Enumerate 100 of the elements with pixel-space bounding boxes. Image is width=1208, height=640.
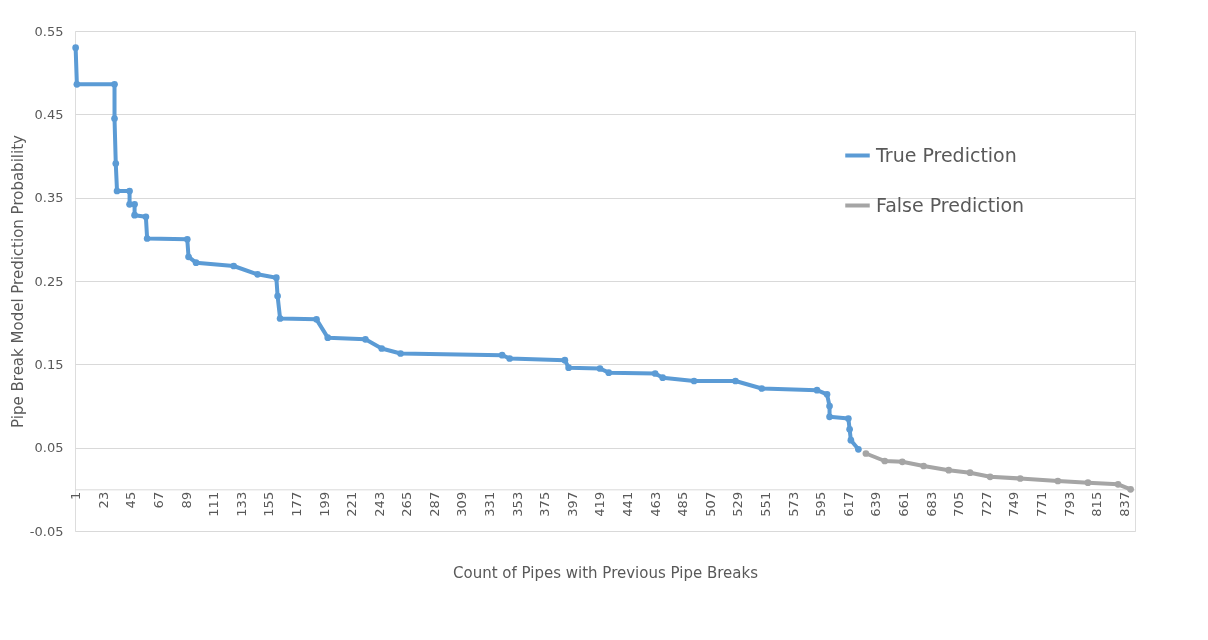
point [605, 369, 613, 377]
x-tick-label: 793 [1061, 491, 1077, 517]
point [945, 466, 953, 474]
x-tick-label: 595 [813, 491, 829, 517]
x-tick-label: 375 [537, 491, 553, 517]
point [847, 436, 855, 444]
point [966, 469, 974, 477]
x-tick-label: 705 [951, 491, 967, 517]
point [131, 200, 138, 208]
x-tick-label: 1 [68, 491, 84, 501]
point [274, 292, 281, 300]
point [845, 415, 852, 422]
point [596, 365, 604, 372]
x-tick-label: 199 [316, 491, 332, 517]
point [72, 44, 79, 52]
point [498, 351, 506, 359]
x-tick-label: 815 [1089, 491, 1105, 517]
point [1084, 479, 1092, 487]
point [659, 374, 667, 382]
x-tick-label: 837 [1116, 491, 1132, 517]
point [1114, 480, 1122, 488]
x-tick-label: 155 [261, 491, 277, 517]
x-tick-label: 573 [785, 491, 801, 517]
y-tick-label: 0.45 [34, 106, 64, 122]
x-tick-label: 661 [896, 491, 912, 517]
point [1016, 475, 1024, 482]
x-tick-label: 639 [868, 491, 884, 517]
x-axis-title: Count of Pipes with Previous Pipe Breaks [453, 564, 759, 583]
point [143, 235, 151, 242]
x-tick-label: 771 [1034, 491, 1050, 517]
x-tick-label: 683 [923, 491, 939, 517]
x-tick-label: 617 [840, 491, 856, 517]
x-tick-label: 111 [206, 491, 222, 517]
point [185, 253, 192, 261]
x-tick-label: 309 [454, 491, 470, 517]
point [73, 80, 81, 88]
x-tick-label: 243 [371, 491, 387, 517]
x-tick-label: 397 [564, 491, 580, 517]
point [230, 262, 238, 270]
x-tick-label: 727 [978, 491, 994, 517]
x-tick-label: 529 [730, 491, 746, 517]
point [1127, 485, 1134, 493]
point [126, 187, 133, 195]
point [113, 187, 121, 195]
x-tick-label: 23 [95, 491, 111, 509]
point [881, 457, 889, 465]
x-tick-label: 353 [509, 491, 525, 517]
point [565, 364, 572, 372]
point [378, 345, 386, 352]
point [651, 370, 659, 377]
point [1054, 477, 1062, 485]
point [561, 356, 569, 364]
point [276, 315, 284, 322]
x-tick-label: 463 [647, 491, 663, 517]
legend-label: False Prediction [876, 193, 1025, 216]
x-tick-label: 485 [675, 491, 691, 517]
x-tick-label: 419 [592, 491, 608, 517]
point [846, 425, 853, 433]
point [313, 315, 320, 323]
x-tick-label: 89 [178, 491, 194, 509]
point [862, 450, 870, 457]
point [142, 213, 150, 221]
legend-label: True Prediction [875, 143, 1017, 166]
y-tick-label: 0.05 [34, 440, 64, 456]
point [898, 458, 906, 466]
y-tick-label: -0.05 [29, 523, 64, 539]
point [111, 115, 118, 122]
x-tick-label: 265 [399, 491, 415, 517]
point [192, 259, 200, 267]
point [826, 402, 833, 410]
point [813, 386, 821, 394]
x-tick-label: 221 [344, 491, 360, 517]
point [690, 377, 698, 385]
y-tick-label: 0.55 [34, 23, 64, 39]
y-axis-title: Pipe Break Model Prediction Probability [8, 134, 27, 428]
point [324, 334, 332, 342]
point [826, 413, 833, 421]
x-tick-label: 507 [702, 491, 718, 517]
y-tick-label: 0.15 [34, 356, 64, 372]
x-tick-label: 133 [233, 491, 249, 517]
x-tick-label: 45 [123, 491, 139, 509]
x-tick-label: 287 [426, 491, 442, 517]
y-tick-label: 0.25 [34, 273, 64, 289]
x-tick-label: 749 [1006, 491, 1022, 517]
point [362, 335, 369, 343]
point [855, 445, 862, 453]
point [397, 350, 404, 357]
point [183, 235, 191, 243]
point [758, 385, 766, 392]
point [111, 80, 118, 88]
x-tick-label: 331 [482, 491, 498, 517]
point [823, 390, 831, 398]
x-tick-label: 67 [150, 491, 166, 509]
point [732, 377, 739, 385]
x-tick-label: 551 [758, 491, 774, 517]
point [131, 211, 138, 219]
point [272, 274, 280, 282]
y-tick-label: 0.35 [34, 190, 64, 206]
point [920, 462, 927, 470]
point [506, 355, 514, 362]
